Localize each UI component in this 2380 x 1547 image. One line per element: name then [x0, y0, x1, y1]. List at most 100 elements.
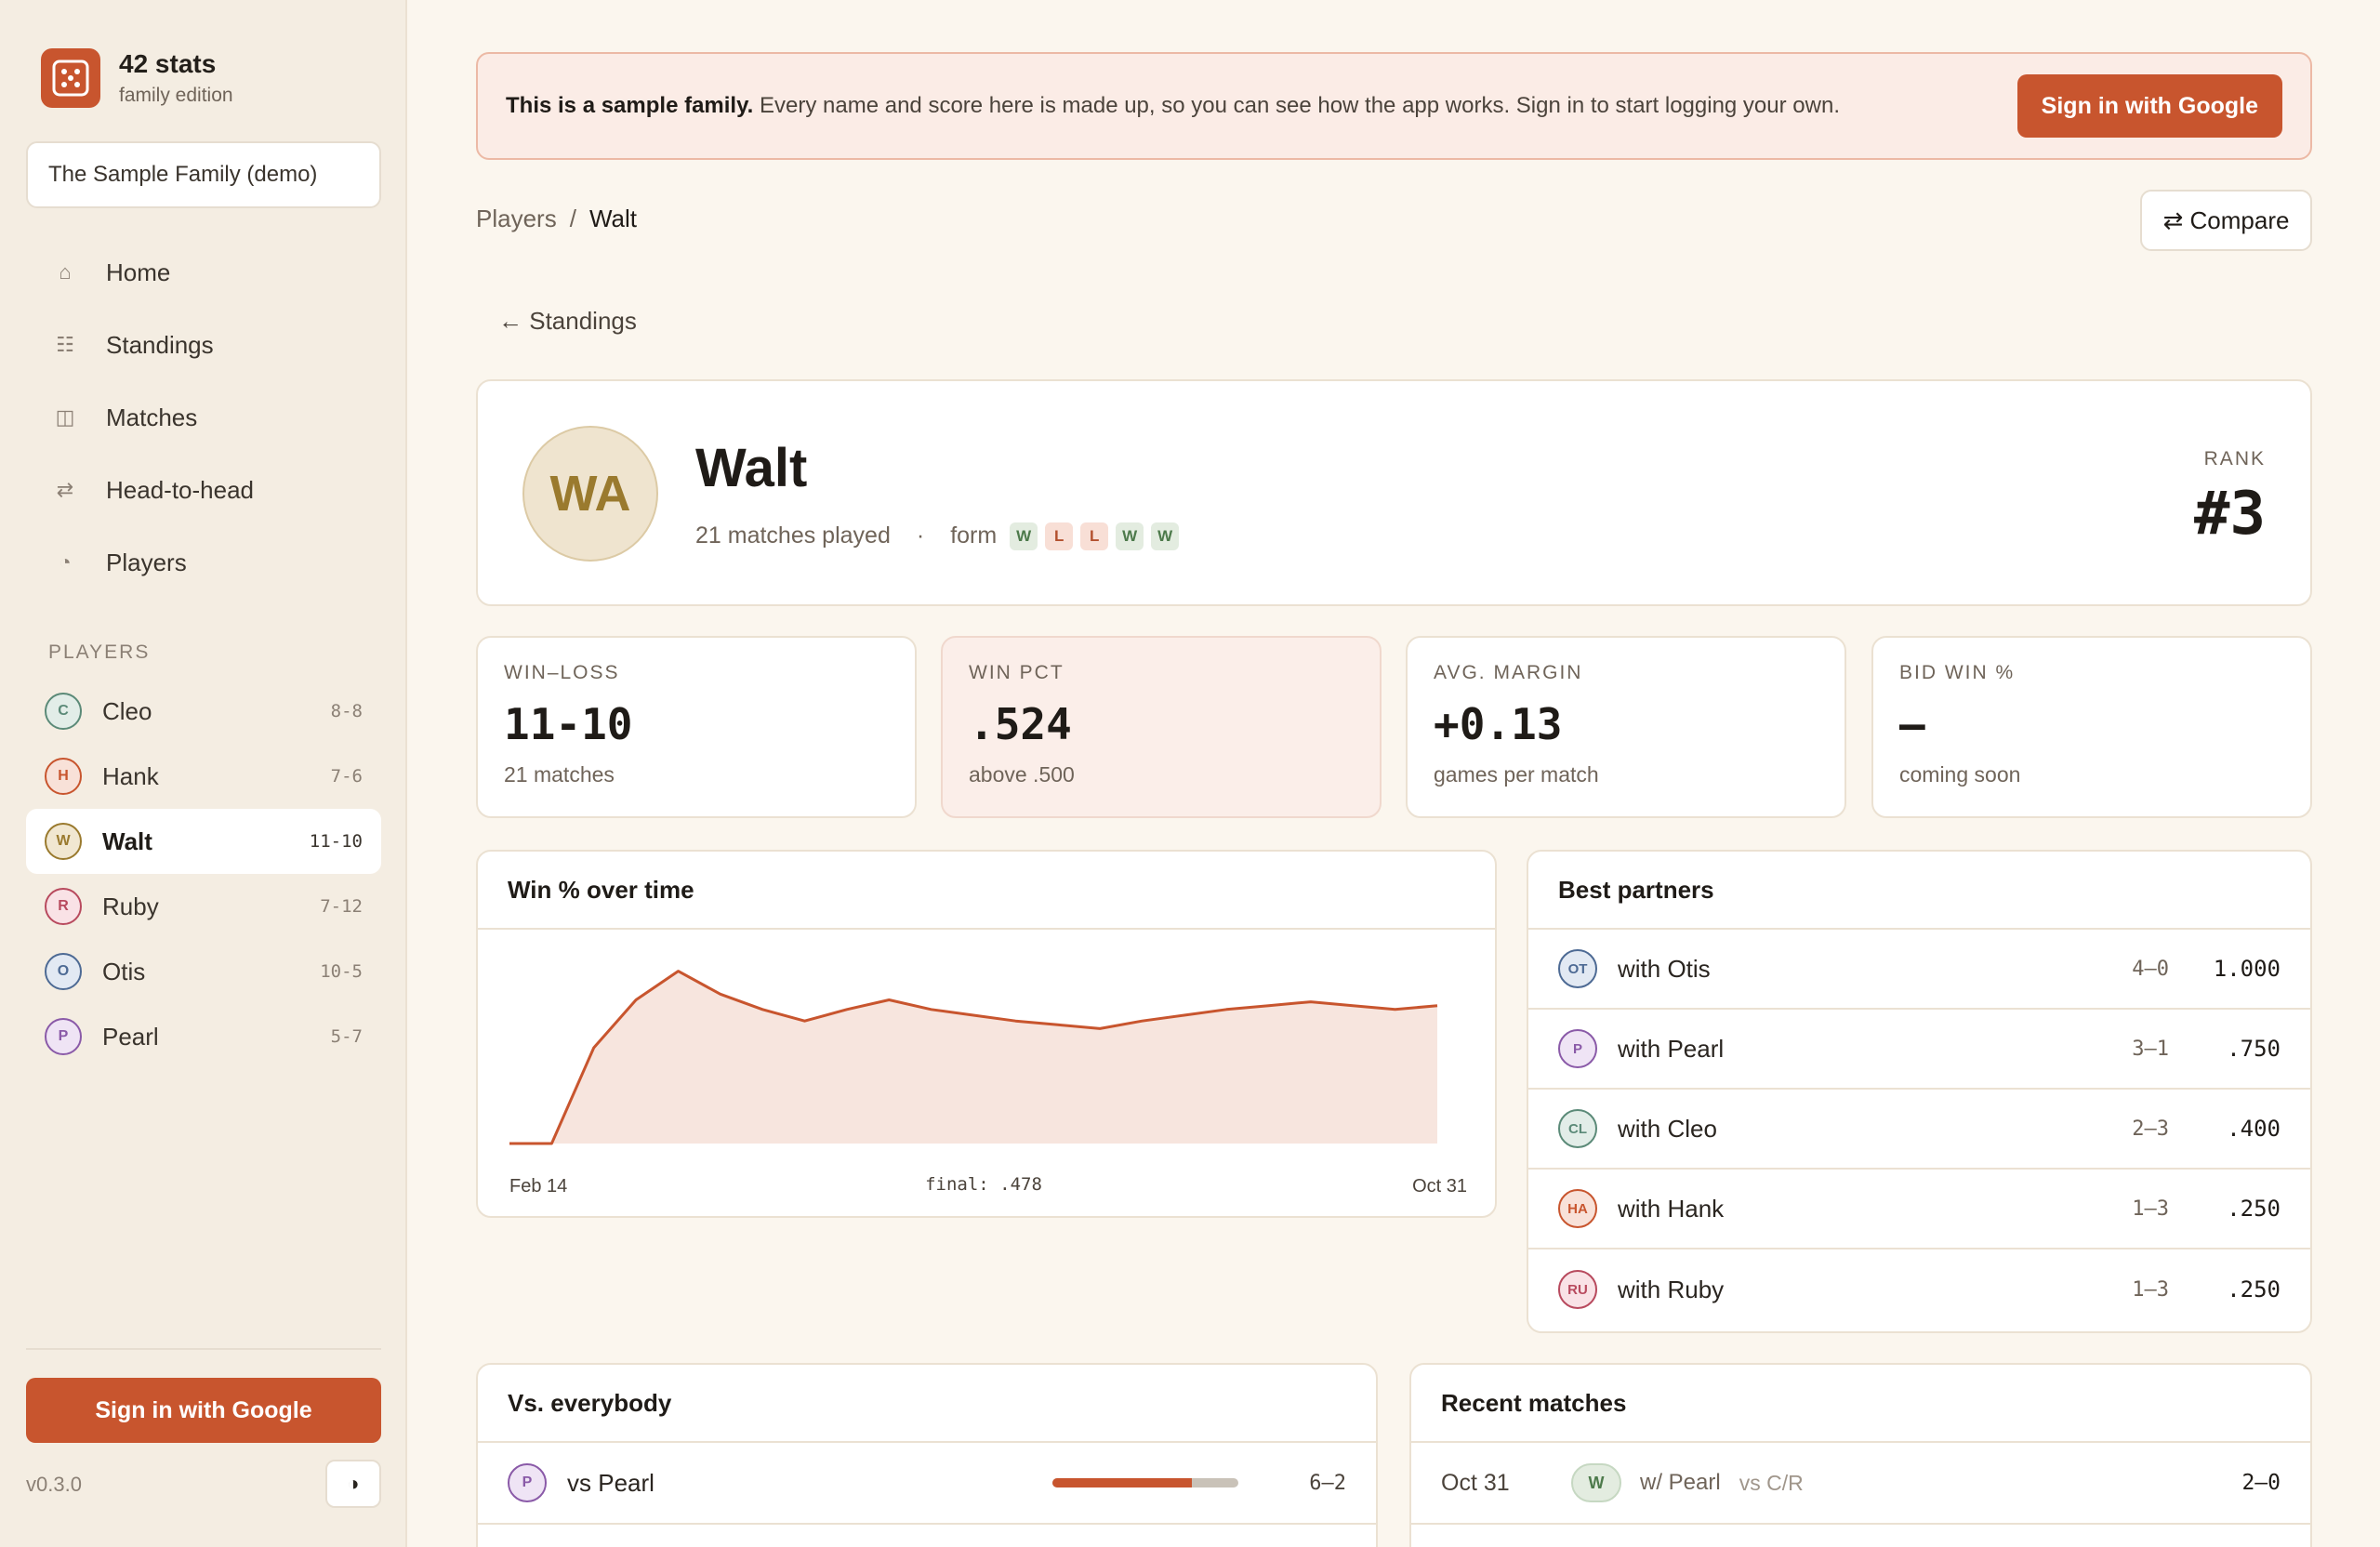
match-partner: w/ Pearl — [1640, 1470, 1721, 1495]
partner-record: 3–1 — [2132, 1037, 2169, 1061]
banner-sign-in-button[interactable]: Sign in with Google — [2016, 74, 2282, 138]
match-date: Oct 31 — [1441, 1469, 1510, 1496]
form-chip: W — [1151, 522, 1180, 550]
win-pct-line — [509, 970, 1438, 1145]
sidebar-player-otis[interactable]: O Otis 10-5 — [26, 939, 381, 1004]
match-row[interactable]: Oct 31 W w/ Pearl vs C/R 2–0 — [1411, 1443, 2310, 1525]
chart-final-label: final: .478 — [925, 1174, 1042, 1195]
partner-record: 4–0 — [2132, 957, 2169, 981]
player-list: C Cleo 8-8 H Hank 7-6 W Walt 11-10 R Ruby 7-12 O Otis… — [26, 679, 381, 1069]
sidebar-player-hank[interactable]: H Hank 7-6 — [26, 744, 381, 809]
partner-label: with Pearl — [1618, 1034, 1725, 1063]
nav-players[interactable]: ◔ Players — [26, 526, 381, 599]
breadcrumb: Players / Walt — [476, 205, 637, 233]
banner-text: This is a sample family. Every name and … — [506, 93, 2017, 119]
partner-pct: .400 — [2227, 1116, 2281, 1142]
partner-record: 2–3 — [2132, 1117, 2169, 1141]
nav-label: Home — [106, 258, 171, 286]
player-name: Ruby — [102, 892, 159, 920]
stat-label: BID WIN % — [1899, 662, 2016, 683]
main-nav: ⌂ Home ☷ Standings ◫ Matches ⇄ Head-to-head … — [26, 236, 381, 599]
stat-label: AVG. MARGIN — [1434, 662, 1583, 683]
nav-head-to-head[interactable]: ⇄ Head-to-head — [26, 454, 381, 526]
partner-row[interactable]: CL with Cleo 2–3 .400 — [1528, 1090, 2310, 1170]
divider — [26, 1348, 381, 1350]
avatar: W — [45, 823, 82, 860]
breadcrumb-players-link[interactable]: Players — [476, 205, 557, 232]
form-chip: W — [1116, 522, 1144, 550]
avatar: RU — [1558, 1270, 1597, 1309]
banner-bold: This is a sample family. — [506, 93, 754, 118]
head-to-head-icon: ⇄ — [56, 478, 74, 501]
sidebar-player-cleo[interactable]: C Cleo 8-8 — [26, 679, 381, 744]
compare-button[interactable]: ⇄ Compare — [2140, 190, 2312, 251]
partner-row[interactable]: HA with Hank 1–3 .250 — [1528, 1170, 2310, 1250]
family-select[interactable]: The Sample Family (demo) — [26, 141, 381, 208]
avatar: P — [1558, 1029, 1597, 1068]
standings-icon: ☷ — [56, 333, 74, 356]
sidebar-player-walt[interactable]: W Walt 11-10 — [26, 809, 381, 874]
vs-label: vs Pearl — [567, 1468, 654, 1497]
nav-matches[interactable]: ◫ Matches — [26, 381, 381, 454]
partner-label: with Otis — [1618, 954, 1711, 983]
vs-record-bar — [1052, 1478, 1239, 1488]
stat-label: WIN PCT — [969, 662, 1064, 683]
sidebar-player-ruby[interactable]: R Ruby 7-12 — [26, 874, 381, 939]
rank-label: RANK — [2203, 448, 2266, 469]
matches-icon: ◫ — [55, 405, 75, 429]
avatar: C — [45, 693, 82, 730]
stat-card-avg-margin: AVG. MARGIN +0.13 games per match — [1406, 636, 1846, 818]
chart-title: Win % over time — [478, 852, 1495, 930]
avatar: P — [508, 1463, 547, 1502]
nav-home[interactable]: ⌂ Home — [26, 236, 381, 309]
back-to-standings-link[interactable]: ← Standings — [498, 307, 637, 335]
recent-title: Recent matches — [1411, 1365, 2310, 1443]
partner-row[interactable]: OT with Otis 4–0 1.000 — [1528, 930, 2310, 1010]
form-chip: L — [1080, 522, 1109, 550]
avatar: O — [45, 953, 82, 990]
player-record: 11-10 — [309, 831, 363, 852]
recent-matches-card: Recent matches Oct 31 W w/ Pearl vs C/R … — [1409, 1363, 2312, 1547]
stat-card-win-pct: WIN PCT .524 above .500 — [941, 636, 1382, 818]
sidebar: 42 stats family edition The Sample Famil… — [0, 0, 407, 1547]
chart-start-label: Feb 14 — [509, 1176, 567, 1197]
win-pct-chart-card: Win % over time Feb 14 final: .478 Oct 3… — [476, 850, 1497, 1218]
nav-standings[interactable]: ☷ Standings — [26, 309, 381, 381]
stat-card-win-loss: WIN–LOSS 11-10 21 matches — [476, 636, 917, 818]
player-name: Hank — [102, 761, 159, 790]
player-record: 8-8 — [330, 701, 363, 721]
partner-label: with Hank — [1618, 1194, 1725, 1223]
sidebar-player-pearl[interactable]: P Pearl 5-7 — [26, 1004, 381, 1069]
form-chip: W — [1010, 522, 1038, 550]
sidebar-sign-in-button[interactable]: Sign in with Google — [26, 1378, 381, 1443]
contrast-icon: ◑ — [347, 1472, 360, 1495]
match-opponents: vs C/R — [1739, 1470, 1804, 1495]
stat-value: .524 — [969, 699, 1072, 749]
players-icon: ◔ — [59, 550, 72, 574]
rank-value: #3 — [2193, 480, 2266, 549]
nav-label: Players — [106, 548, 187, 576]
vs-record-bar-fill — [1052, 1478, 1193, 1488]
chart-end-label: Oct 31 — [1412, 1176, 1467, 1197]
player-record: 7-12 — [320, 896, 363, 917]
player-name: Walt — [695, 438, 808, 498]
player-record: 7-6 — [330, 766, 363, 787]
player-record: 10-5 — [320, 961, 363, 982]
partner-row[interactable]: RU with Ruby 1–3 .250 — [1528, 1250, 2310, 1329]
stat-sub: above .500 — [969, 762, 1075, 787]
vs-row[interactable]: P vs Pearl 6–2 — [478, 1443, 1376, 1525]
match-result-badge: W — [1571, 1463, 1621, 1502]
theme-toggle-button[interactable]: ◑ — [325, 1460, 381, 1508]
win-pct-area — [509, 971, 1437, 1144]
meta-dot: · — [916, 522, 925, 549]
partner-label: with Ruby — [1618, 1275, 1725, 1303]
partner-label: with Cleo — [1618, 1114, 1717, 1143]
breadcrumb-current: Walt — [588, 205, 637, 232]
app-title: 42 stats — [119, 49, 217, 78]
